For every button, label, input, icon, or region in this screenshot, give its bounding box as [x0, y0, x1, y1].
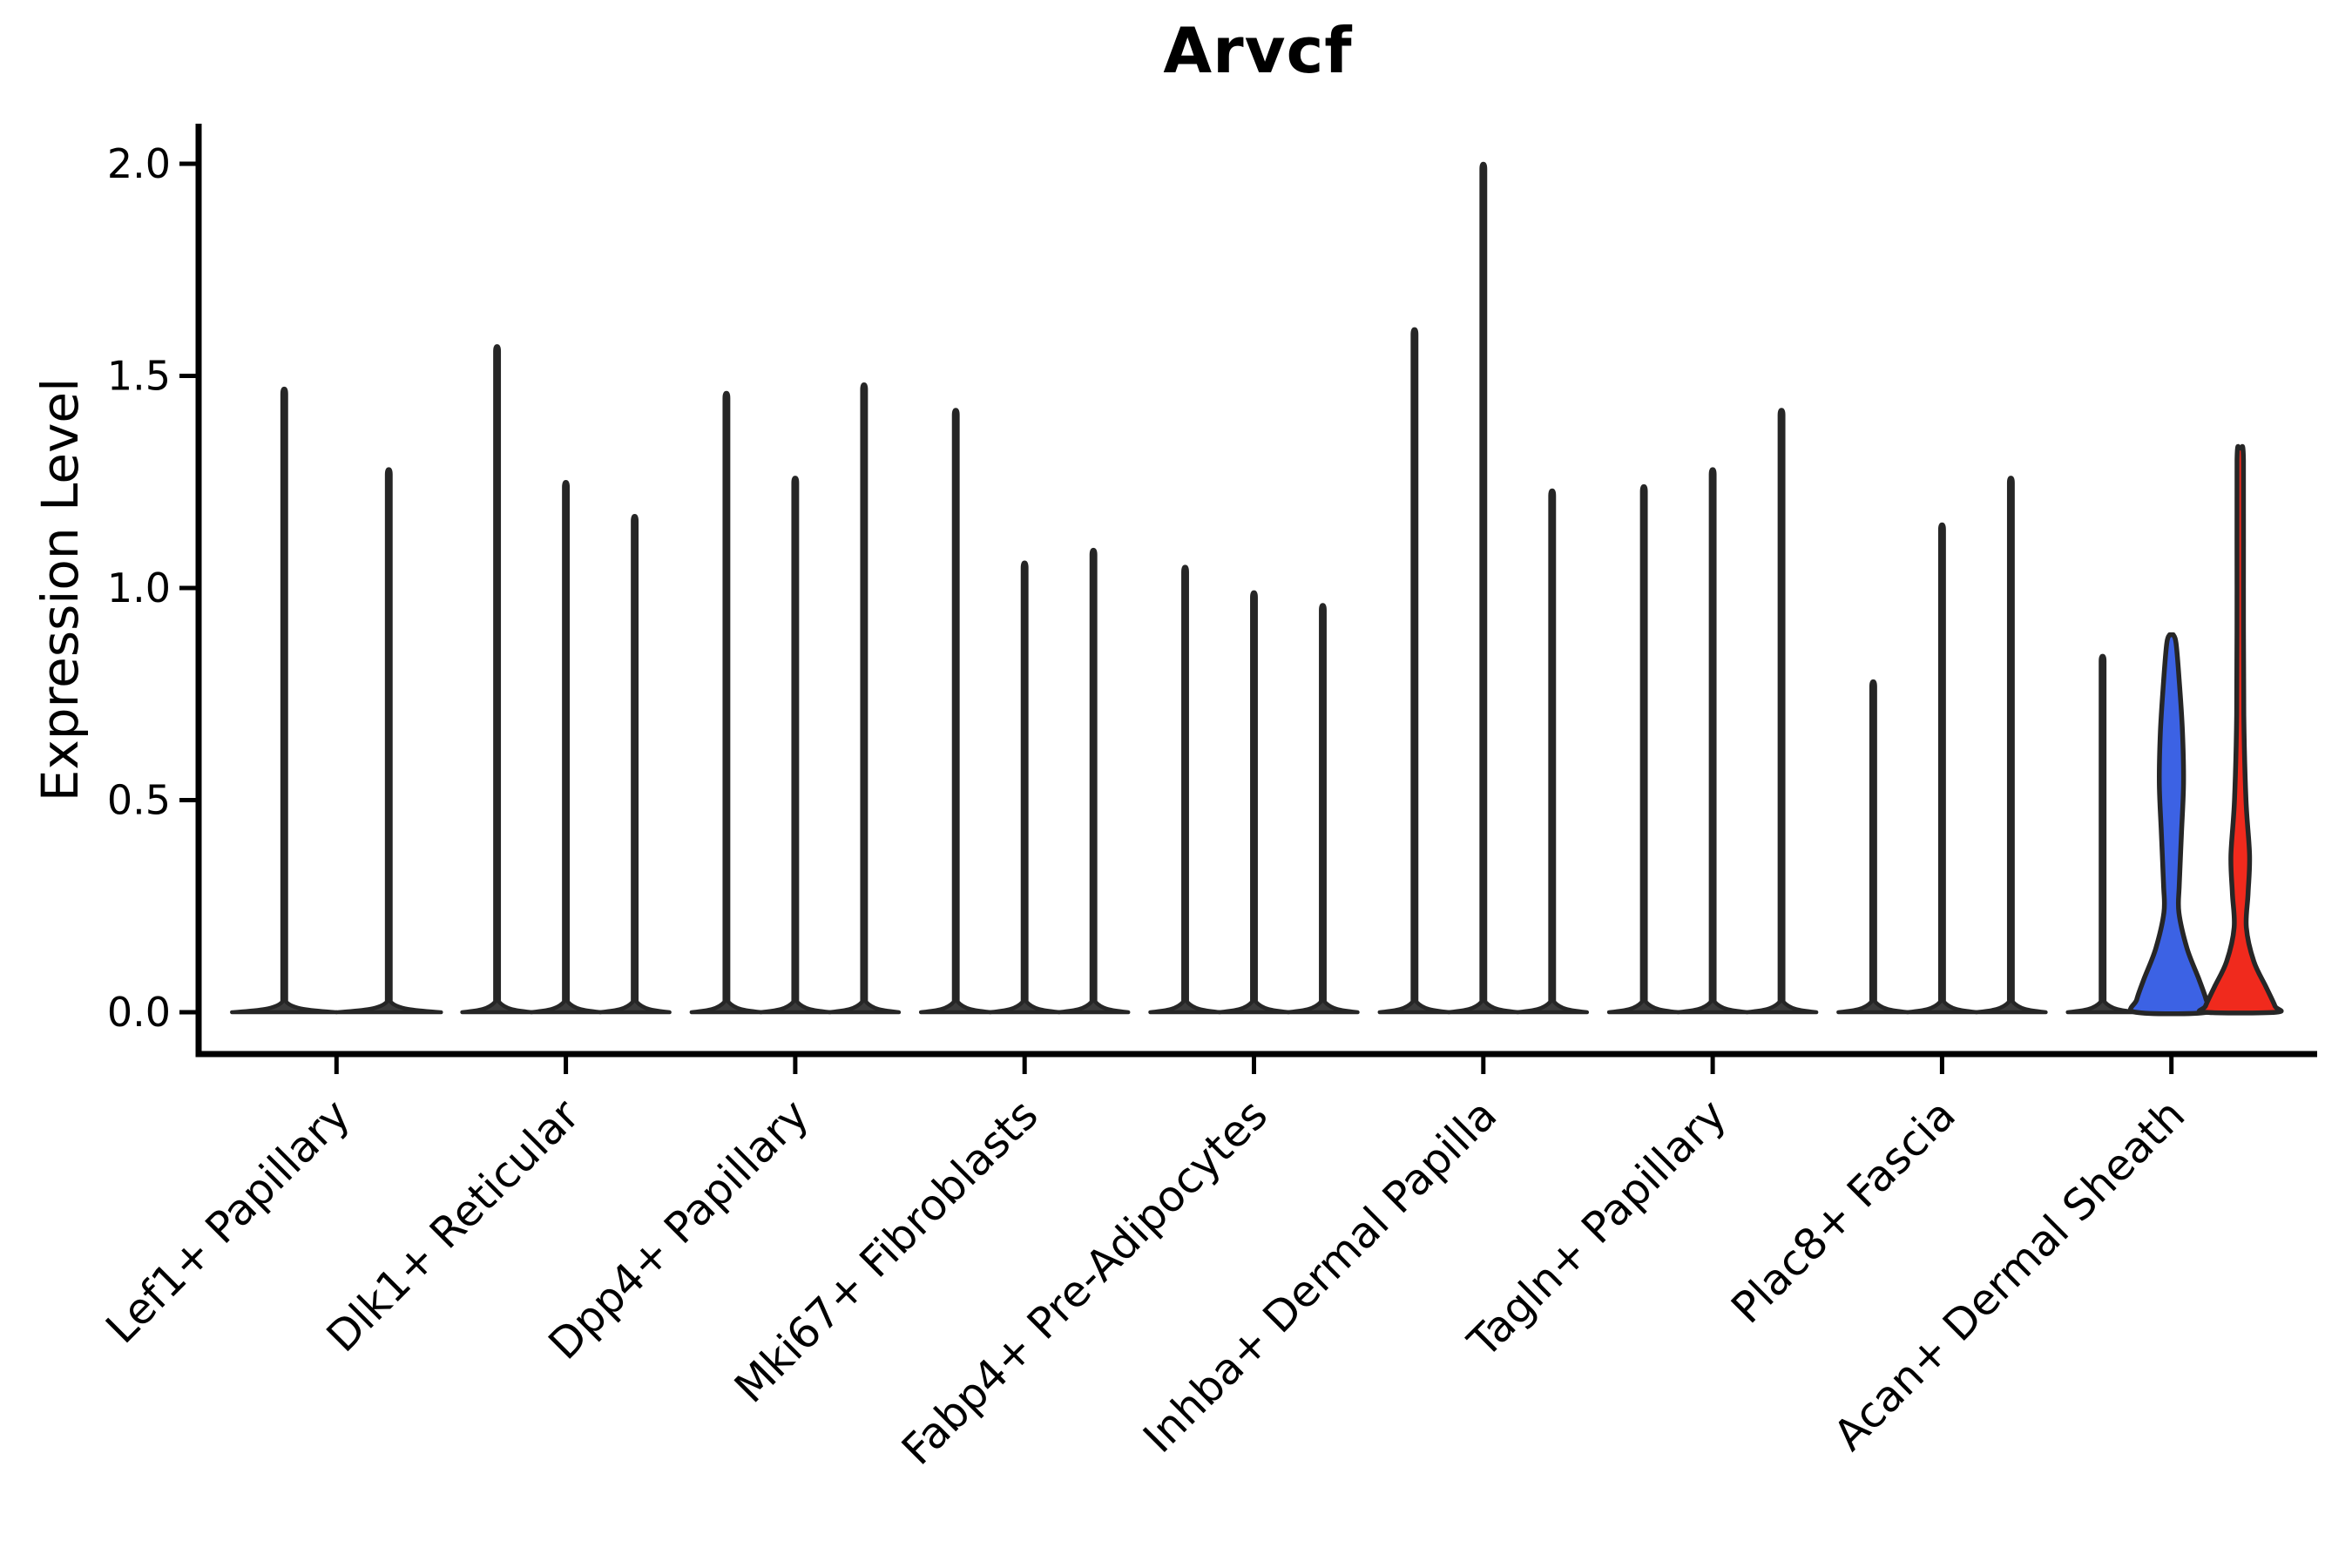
violin-spike-inhba-0 — [1377, 327, 1452, 1015]
violin-spike-mki67-2 — [1056, 547, 1131, 1015]
x-tick-label-1: Lef1+ Papillary — [97, 1090, 360, 1353]
violin-spike-dlk1-0 — [460, 344, 534, 1015]
violin-spike-plac8-1 — [1905, 522, 1979, 1015]
violin-spike-dpp4-2 — [827, 382, 902, 1015]
violin-spike-dlk1-2 — [598, 513, 672, 1015]
y-tick-label: 1.5 — [107, 353, 171, 400]
violin-spike-inhba-1 — [1446, 161, 1521, 1015]
violin-spike-acan-0 — [2065, 653, 2139, 1015]
violin-spike-fabp4-2 — [1286, 603, 1360, 1015]
violin-spike-mki67-1 — [987, 560, 1062, 1015]
y-tick-label: 2.0 — [107, 140, 171, 187]
violin-spike-inhba-2 — [1515, 488, 1590, 1015]
y-tick-label: 0.5 — [107, 777, 171, 824]
violin-spike-dlk1-1 — [529, 480, 603, 1015]
violin-spike-mki67-0 — [918, 408, 993, 1015]
violin-spike-dpp4-1 — [758, 476, 833, 1015]
x-tick-label-2: Dlk1+ Reticular — [317, 1090, 590, 1362]
violin-spike-tagln-2 — [1744, 408, 1819, 1015]
violin-spike-lef1-0 — [230, 386, 339, 1015]
violin-spike-lef1-1 — [335, 467, 443, 1015]
y-tick-label: 0.0 — [107, 989, 171, 1036]
y-tick-label: 1.0 — [107, 564, 171, 612]
violin-spike-tagln-0 — [1606, 483, 1681, 1015]
violin-red-acan — [2196, 443, 2284, 1016]
x-tick-label-8: Plac8+ Fascia — [1722, 1090, 1965, 1333]
violin-spike-plac8-0 — [1836, 679, 1910, 1015]
violin-spike-dpp4-0 — [689, 390, 764, 1015]
violin-spike-fabp4-1 — [1217, 590, 1291, 1015]
violin-spike-fabp4-0 — [1148, 564, 1222, 1015]
violin-blue-acan — [2128, 632, 2215, 1017]
x-tick-label-5: Fabp4+ Pre-Adipocytes — [892, 1090, 1277, 1475]
plot-title: Arvcf — [1163, 14, 1353, 87]
violin-spike-tagln-1 — [1675, 467, 1750, 1015]
violin-spike-plac8-2 — [1974, 476, 2048, 1015]
